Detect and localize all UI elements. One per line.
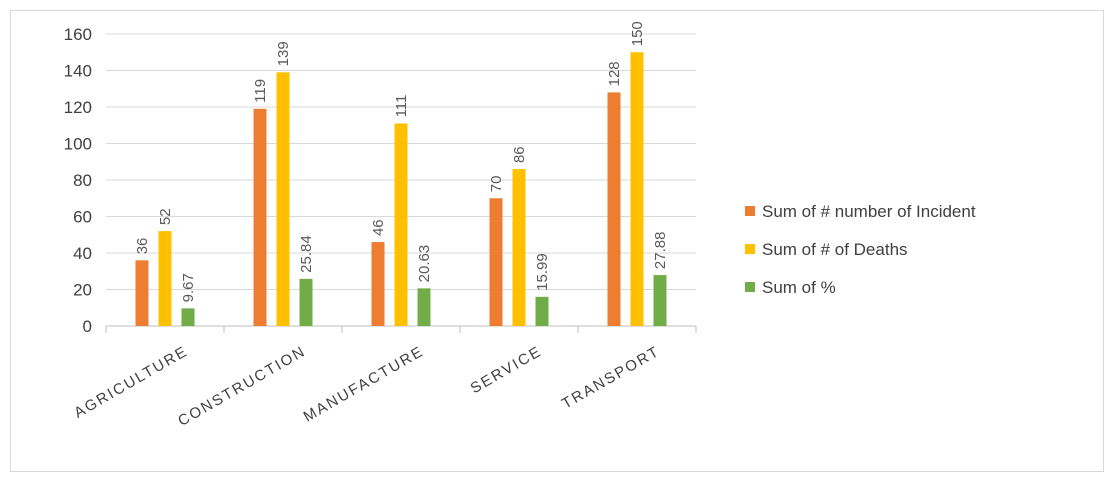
bar: [607, 92, 621, 327]
y-tick-label: 60: [73, 208, 92, 227]
data-label: 70: [488, 176, 505, 193]
y-tick-label: 120: [64, 98, 92, 117]
data-label: 86: [511, 146, 528, 163]
category-label: TRANSPORT: [559, 343, 663, 413]
legend-label: Sum of # number of Incident: [762, 202, 976, 221]
y-tick-label: 100: [64, 135, 92, 154]
chart-frame: [10, 10, 1104, 472]
bar: [299, 278, 313, 326]
data-label: 36: [134, 238, 151, 255]
y-tick-label: 0: [83, 317, 92, 336]
bar: [276, 72, 290, 326]
legend-label: Sum of %: [762, 278, 836, 297]
data-label: 15.99: [534, 253, 551, 291]
y-tick-label: 40: [73, 244, 92, 263]
category-label: SERVICE: [468, 343, 545, 398]
y-tick-label: 160: [64, 25, 92, 44]
legend-swatch: [745, 244, 755, 254]
bar: [158, 231, 172, 326]
data-label: 150: [629, 21, 646, 46]
y-tick-label: 20: [73, 281, 92, 300]
y-tick-label: 80: [73, 171, 92, 190]
bar: [181, 308, 195, 326]
data-label: 25.84: [298, 235, 315, 273]
bar: [135, 260, 149, 326]
legend-swatch: [745, 282, 755, 292]
legend-swatch: [745, 206, 755, 216]
y-tick-label: 140: [64, 62, 92, 81]
legend-label: Sum of # of Deaths: [762, 240, 908, 259]
bar: [417, 288, 431, 326]
data-label: 9.67: [180, 273, 197, 302]
data-label: 20.63: [416, 245, 433, 283]
bar: [535, 296, 549, 326]
bar: [489, 198, 503, 326]
bar: [394, 123, 408, 326]
category-label: AGRICULTURE: [71, 343, 191, 422]
data-label: 139: [275, 41, 292, 66]
data-label: 128: [606, 61, 623, 86]
bar: [253, 108, 267, 326]
bar: [512, 169, 526, 326]
data-label: 46: [370, 219, 387, 236]
data-label: 111: [393, 95, 410, 118]
legend: Sum of # number of Incident Sum of # of D…: [745, 202, 976, 297]
bar: [653, 275, 667, 326]
bar: [630, 52, 644, 326]
category-label: MANUFACTURE: [301, 343, 427, 426]
bar: [371, 242, 385, 326]
data-label: 119: [252, 79, 269, 103]
category-label: CONSTRUCTION: [175, 343, 309, 430]
data-label: 52: [157, 208, 174, 225]
data-label: 27.88: [652, 232, 669, 270]
